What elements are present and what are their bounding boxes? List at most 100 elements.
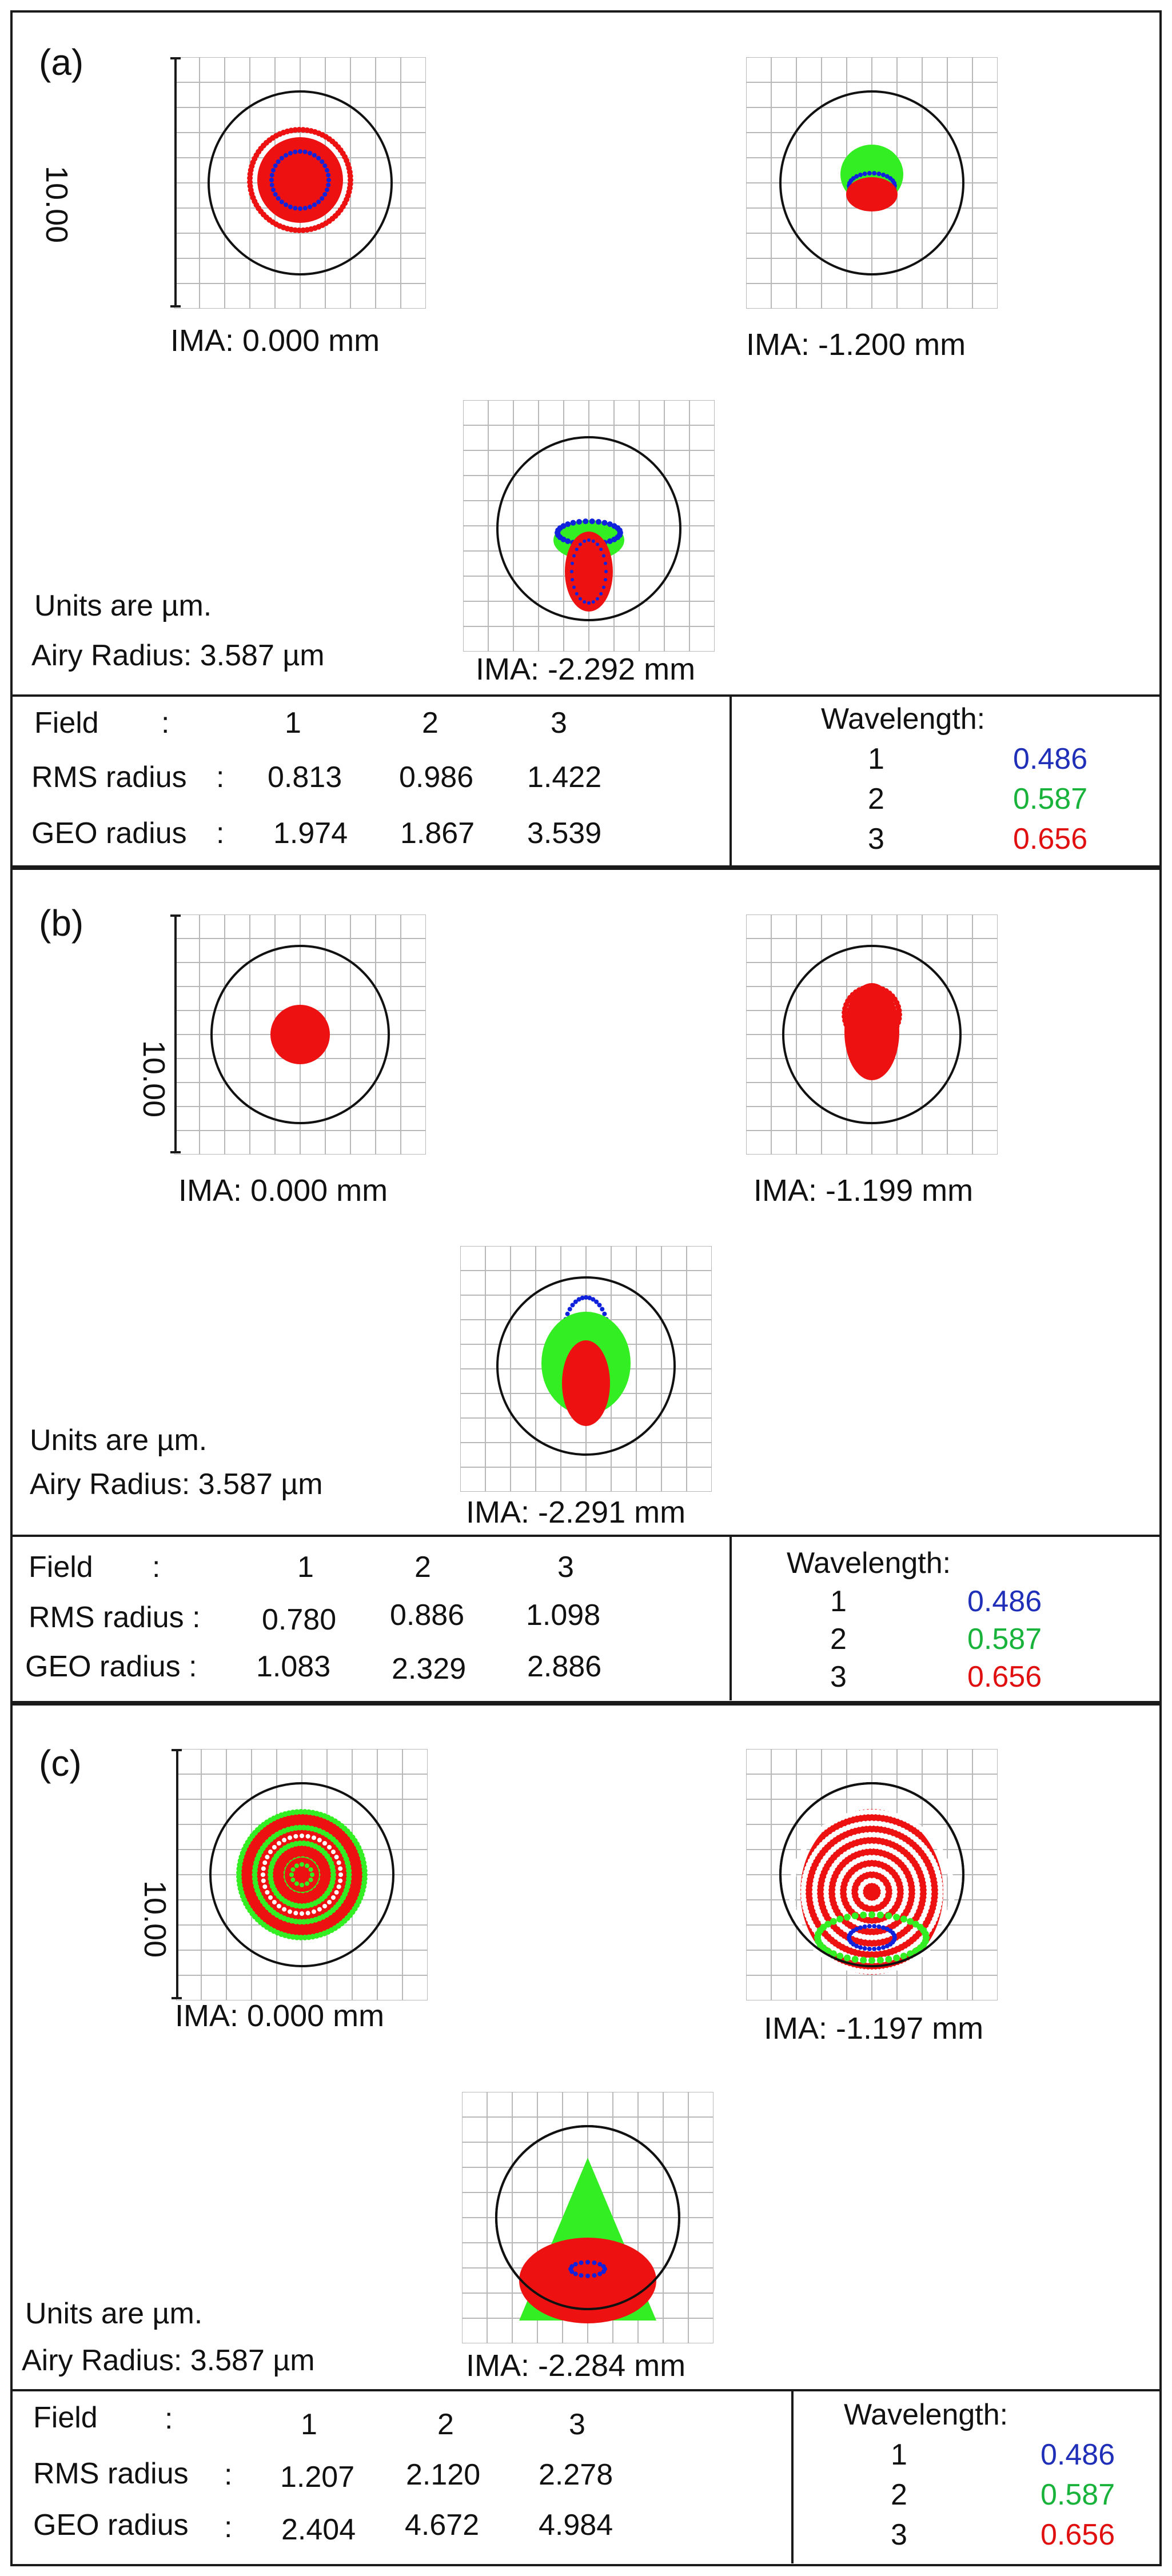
spot-point (346, 1868, 352, 1874)
spot-white-ring (858, 1878, 886, 1906)
spot-point (830, 1918, 837, 1925)
geo-colon: : (224, 2511, 233, 2544)
spot-point (868, 1957, 875, 1964)
spot-point (865, 1820, 871, 1827)
spot-point (812, 1889, 818, 1895)
spot-diagram-b2 (746, 914, 998, 1155)
spot-point (872, 1924, 877, 1929)
spot-point (305, 1881, 309, 1886)
spot-point (268, 1895, 273, 1900)
airy-circle (496, 1276, 676, 1456)
spot-point (324, 167, 329, 173)
panel-label: (b) (39, 902, 84, 944)
spot-point (872, 171, 877, 176)
spot-point (300, 1883, 304, 1887)
spot-blue (568, 2260, 607, 2278)
wavelength-index-1: 1 (891, 2438, 907, 2471)
spot-blue (570, 538, 608, 605)
spot-point (362, 1872, 368, 1878)
spot-red-ring (842, 984, 902, 1045)
spot-green-ring (252, 1824, 352, 1925)
spot-point (326, 173, 331, 178)
spot-point (579, 597, 582, 601)
spot-point (302, 206, 308, 211)
spot-point (284, 153, 288, 158)
spot-point (591, 600, 595, 604)
wavelength-index-3: 3 (830, 1660, 847, 1694)
spot-point (580, 1295, 585, 1300)
wavelength-index-3: 3 (891, 2518, 907, 2551)
spot-green (814, 1911, 930, 1964)
spot-point (284, 202, 288, 207)
geo-label: GEO radius (33, 2509, 189, 2542)
spot-point (302, 1934, 308, 1940)
spot-point (842, 1013, 848, 1020)
spot-point (854, 174, 859, 179)
field-label: Field (29, 1551, 93, 1584)
spot-point (876, 1911, 884, 1919)
geo-value-3: 3.539 (527, 817, 602, 850)
spot-point (338, 1872, 343, 1877)
field-3: 3 (557, 1551, 574, 1584)
spot-point (268, 1850, 273, 1855)
spot-point (261, 1878, 266, 1883)
field-3: 3 (569, 2408, 585, 2441)
spot-diagram-a3 (463, 400, 715, 652)
spot-point (887, 1008, 893, 1014)
scale-label: 10.00 (137, 1040, 171, 1118)
spot-red (562, 1340, 610, 1426)
airy-circle (779, 1782, 964, 1967)
geo-value-2: 4.672 (405, 2509, 480, 2542)
wavelength-index-1: 1 (868, 742, 884, 776)
spot-point (312, 153, 317, 158)
airy-circle (495, 2125, 680, 2310)
spot-point (900, 1915, 907, 1923)
field-1: 1 (301, 2408, 317, 2441)
spot-point (589, 518, 595, 525)
spot-point (591, 1297, 596, 1302)
spot-point (602, 1311, 607, 1316)
spot-point (330, 1868, 336, 1874)
spot-red-ring (851, 993, 893, 1036)
spot-point (851, 1013, 857, 1020)
spot-point (583, 518, 589, 525)
spot-white (261, 1834, 343, 1916)
ima-label-field-2: IMA: -1.199 mm (754, 1173, 974, 1208)
rms-colon: : (216, 761, 225, 794)
scale-bar-tick-bottom (170, 305, 181, 307)
geo-colon: : (216, 817, 225, 850)
wavelength-index-2: 2 (868, 782, 884, 816)
table-vertical-divider (791, 2389, 794, 2563)
geo-value-1: 2.404 (281, 2513, 356, 2546)
spot-point (597, 2262, 603, 2267)
spot-point (569, 2264, 575, 2269)
spot-green-ring (268, 1840, 336, 1909)
field-2: 2 (414, 1551, 431, 1584)
spot-point (587, 601, 591, 605)
spot-point (277, 1840, 282, 1846)
spot-point (326, 182, 331, 187)
panel-label: (a) (39, 42, 84, 83)
wavelength-index-2: 2 (891, 2478, 907, 2511)
spot-point (596, 542, 599, 546)
spot-point (885, 1956, 892, 1963)
spot-point (316, 199, 321, 205)
rms-value-1: 1.207 (280, 2461, 355, 2494)
spot-point (843, 1914, 851, 1921)
spot-point (596, 597, 599, 601)
spot-point (252, 1872, 258, 1878)
spot-point (305, 1834, 310, 1839)
airy-circle (209, 1782, 394, 1967)
spot-point (308, 204, 313, 209)
spot-point (320, 196, 325, 201)
spot-point (298, 1809, 304, 1815)
spot-diagram-a2 (746, 57, 998, 309)
spot-point (868, 984, 874, 991)
rms-label: RMS radius (31, 761, 187, 794)
spot-point (872, 1039, 878, 1045)
field-3: 3 (551, 706, 567, 740)
spot-point (597, 2271, 603, 2277)
spot-point (338, 1878, 343, 1883)
spot-point (572, 585, 576, 589)
spot-point (876, 1946, 882, 1951)
